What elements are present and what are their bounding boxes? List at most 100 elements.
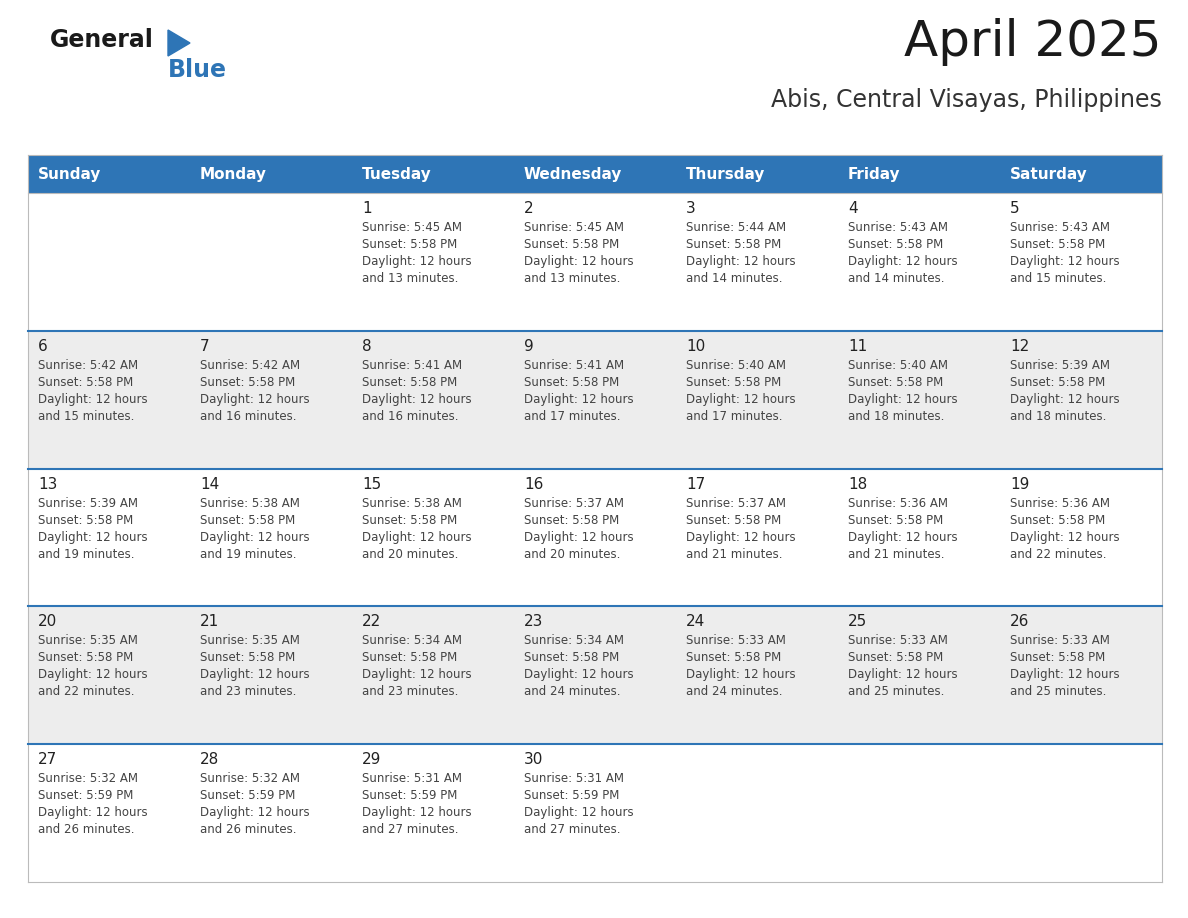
Text: 9: 9 xyxy=(524,339,533,353)
Text: and 15 minutes.: and 15 minutes. xyxy=(38,409,134,423)
Text: Daylight: 12 hours: Daylight: 12 hours xyxy=(362,255,472,268)
Bar xyxy=(514,155,676,193)
Text: 27: 27 xyxy=(38,752,57,767)
Text: 10: 10 xyxy=(685,339,706,353)
Bar xyxy=(29,155,190,193)
Text: Sunrise: 5:44 AM: Sunrise: 5:44 AM xyxy=(685,221,786,234)
Text: Sunset: 5:59 PM: Sunset: 5:59 PM xyxy=(200,789,296,802)
Text: Daylight: 12 hours: Daylight: 12 hours xyxy=(200,531,310,543)
Text: Daylight: 12 hours: Daylight: 12 hours xyxy=(362,531,472,543)
Text: 4: 4 xyxy=(848,201,858,216)
Text: and 15 minutes.: and 15 minutes. xyxy=(1010,272,1106,285)
Text: Daylight: 12 hours: Daylight: 12 hours xyxy=(200,668,310,681)
Text: 1: 1 xyxy=(362,201,372,216)
Text: Sunset: 5:58 PM: Sunset: 5:58 PM xyxy=(685,513,782,527)
Text: Saturday: Saturday xyxy=(1010,166,1088,182)
Text: Sunrise: 5:31 AM: Sunrise: 5:31 AM xyxy=(524,772,624,785)
Text: Sunrise: 5:42 AM: Sunrise: 5:42 AM xyxy=(38,359,138,372)
Text: 20: 20 xyxy=(38,614,57,630)
Text: Sunrise: 5:32 AM: Sunrise: 5:32 AM xyxy=(38,772,138,785)
Text: Sunset: 5:58 PM: Sunset: 5:58 PM xyxy=(362,513,457,527)
Text: 13: 13 xyxy=(38,476,57,492)
Text: 7: 7 xyxy=(200,339,209,353)
Text: 28: 28 xyxy=(200,752,220,767)
Text: and 19 minutes.: and 19 minutes. xyxy=(200,548,297,561)
Bar xyxy=(352,155,514,193)
Text: Sunrise: 5:36 AM: Sunrise: 5:36 AM xyxy=(848,497,948,509)
Text: Daylight: 12 hours: Daylight: 12 hours xyxy=(524,668,633,681)
Bar xyxy=(676,155,838,193)
Text: Daylight: 12 hours: Daylight: 12 hours xyxy=(848,668,958,681)
Text: and 13 minutes.: and 13 minutes. xyxy=(524,272,620,285)
Bar xyxy=(838,155,1000,193)
Text: Sunrise: 5:38 AM: Sunrise: 5:38 AM xyxy=(362,497,462,509)
Text: Daylight: 12 hours: Daylight: 12 hours xyxy=(38,668,147,681)
Text: Daylight: 12 hours: Daylight: 12 hours xyxy=(524,531,633,543)
Text: and 27 minutes.: and 27 minutes. xyxy=(362,823,459,836)
Text: and 22 minutes.: and 22 minutes. xyxy=(38,686,134,699)
Text: Daylight: 12 hours: Daylight: 12 hours xyxy=(524,806,633,819)
Text: and 21 minutes.: and 21 minutes. xyxy=(685,548,783,561)
Text: Wednesday: Wednesday xyxy=(524,166,623,182)
Text: Sunrise: 5:35 AM: Sunrise: 5:35 AM xyxy=(200,634,299,647)
Text: Sunrise: 5:42 AM: Sunrise: 5:42 AM xyxy=(200,359,301,372)
Text: Blue: Blue xyxy=(168,58,227,82)
Text: Sunset: 5:58 PM: Sunset: 5:58 PM xyxy=(524,375,619,389)
Bar xyxy=(29,330,1162,468)
Text: Sunrise: 5:33 AM: Sunrise: 5:33 AM xyxy=(848,634,948,647)
Text: Sunset: 5:58 PM: Sunset: 5:58 PM xyxy=(362,238,457,251)
Text: Sunrise: 5:43 AM: Sunrise: 5:43 AM xyxy=(848,221,948,234)
Text: Sunrise: 5:45 AM: Sunrise: 5:45 AM xyxy=(362,221,462,234)
Text: Sunset: 5:58 PM: Sunset: 5:58 PM xyxy=(524,238,619,251)
Text: and 17 minutes.: and 17 minutes. xyxy=(524,409,620,423)
Text: 23: 23 xyxy=(524,614,543,630)
Bar xyxy=(1000,155,1162,193)
Text: Sunset: 5:58 PM: Sunset: 5:58 PM xyxy=(1010,375,1105,389)
Text: and 26 minutes.: and 26 minutes. xyxy=(38,823,134,836)
Text: Sunset: 5:58 PM: Sunset: 5:58 PM xyxy=(524,652,619,665)
Text: 3: 3 xyxy=(685,201,696,216)
Text: Daylight: 12 hours: Daylight: 12 hours xyxy=(848,255,958,268)
Text: Daylight: 12 hours: Daylight: 12 hours xyxy=(685,255,796,268)
Text: Sunset: 5:58 PM: Sunset: 5:58 PM xyxy=(685,238,782,251)
Text: and 16 minutes.: and 16 minutes. xyxy=(362,409,459,423)
Text: Daylight: 12 hours: Daylight: 12 hours xyxy=(685,393,796,406)
Polygon shape xyxy=(168,30,190,56)
Text: 18: 18 xyxy=(848,476,867,492)
Text: 5: 5 xyxy=(1010,201,1019,216)
Text: Daylight: 12 hours: Daylight: 12 hours xyxy=(848,393,958,406)
Text: and 21 minutes.: and 21 minutes. xyxy=(848,548,944,561)
Text: Sunrise: 5:36 AM: Sunrise: 5:36 AM xyxy=(1010,497,1110,509)
Text: and 23 minutes.: and 23 minutes. xyxy=(200,686,296,699)
Text: Sunrise: 5:33 AM: Sunrise: 5:33 AM xyxy=(1010,634,1110,647)
Text: Sunset: 5:58 PM: Sunset: 5:58 PM xyxy=(38,513,133,527)
Text: 2: 2 xyxy=(524,201,533,216)
Text: and 18 minutes.: and 18 minutes. xyxy=(1010,409,1106,423)
Text: Sunrise: 5:32 AM: Sunrise: 5:32 AM xyxy=(200,772,301,785)
Text: Daylight: 12 hours: Daylight: 12 hours xyxy=(200,806,310,819)
Text: 6: 6 xyxy=(38,339,48,353)
Text: and 27 minutes.: and 27 minutes. xyxy=(524,823,620,836)
Text: Sunrise: 5:41 AM: Sunrise: 5:41 AM xyxy=(362,359,462,372)
Text: 30: 30 xyxy=(524,752,543,767)
Text: Sunrise: 5:41 AM: Sunrise: 5:41 AM xyxy=(524,359,624,372)
Text: Daylight: 12 hours: Daylight: 12 hours xyxy=(524,255,633,268)
Text: 15: 15 xyxy=(362,476,381,492)
Text: Sunday: Sunday xyxy=(38,166,101,182)
Text: General: General xyxy=(50,28,154,52)
Text: 21: 21 xyxy=(200,614,220,630)
Text: Sunset: 5:58 PM: Sunset: 5:58 PM xyxy=(38,375,133,389)
Text: Sunset: 5:58 PM: Sunset: 5:58 PM xyxy=(1010,652,1105,665)
Text: Daylight: 12 hours: Daylight: 12 hours xyxy=(200,393,310,406)
Text: 12: 12 xyxy=(1010,339,1029,353)
Text: Sunset: 5:58 PM: Sunset: 5:58 PM xyxy=(524,513,619,527)
Text: Daylight: 12 hours: Daylight: 12 hours xyxy=(38,393,147,406)
Text: Daylight: 12 hours: Daylight: 12 hours xyxy=(685,531,796,543)
Text: Sunset: 5:58 PM: Sunset: 5:58 PM xyxy=(848,238,943,251)
Text: 24: 24 xyxy=(685,614,706,630)
Text: Sunset: 5:58 PM: Sunset: 5:58 PM xyxy=(200,513,296,527)
Text: Sunrise: 5:34 AM: Sunrise: 5:34 AM xyxy=(362,634,462,647)
Text: April 2025: April 2025 xyxy=(904,18,1162,66)
Text: and 22 minutes.: and 22 minutes. xyxy=(1010,548,1106,561)
Bar xyxy=(29,193,1162,330)
